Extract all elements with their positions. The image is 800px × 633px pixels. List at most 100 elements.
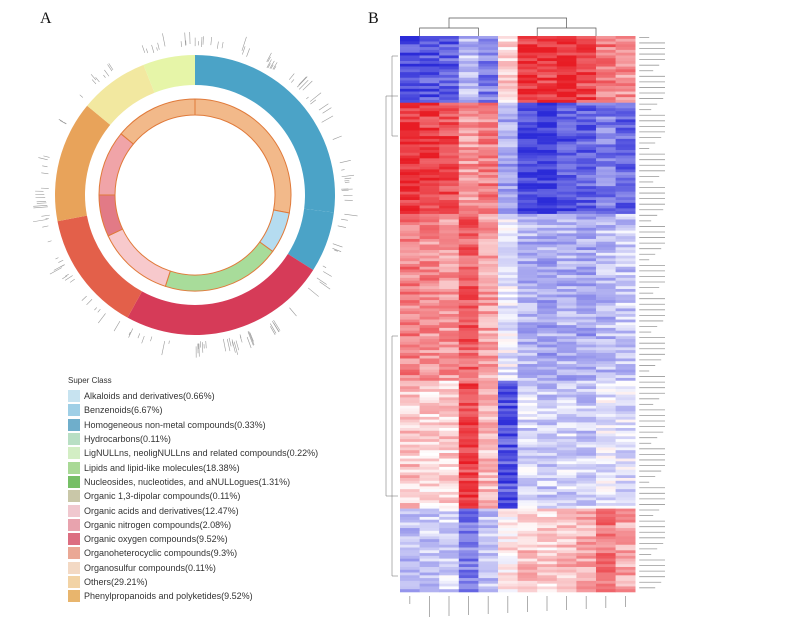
heatmap-cell	[439, 47, 460, 51]
heatmap-cell	[498, 166, 518, 170]
heatmap-cell	[517, 277, 538, 281]
outer-ring-segment	[195, 55, 335, 213]
heatmap-cell	[537, 580, 558, 584]
heatmap-cell	[419, 352, 440, 356]
heatmap-cell	[458, 327, 479, 331]
heatmap-cell	[439, 208, 460, 212]
heatmap-cell	[478, 277, 499, 281]
heatmap-cell	[458, 266, 479, 270]
heatmap-cell	[537, 302, 558, 306]
heatmap-cell	[517, 169, 538, 173]
heatmap-cell	[576, 322, 597, 326]
legend-item: Organosulfur compounds(0.11%)	[68, 561, 368, 575]
heatmap-cell	[498, 66, 518, 70]
heatmap-cell	[498, 55, 518, 59]
heatmap-cell	[419, 491, 440, 495]
heatmap-cell	[596, 144, 616, 148]
heatmap-cell	[439, 311, 460, 315]
heatmap-cell	[537, 364, 558, 368]
heatmap-cell	[576, 511, 597, 515]
heatmap-cell	[419, 97, 440, 101]
heatmap-cell	[537, 575, 558, 579]
heatmap-cell	[498, 503, 518, 507]
heatmap-cell	[615, 528, 636, 532]
heatmap-cell	[498, 136, 518, 140]
heatmap-cell	[478, 358, 499, 362]
heatmap-cell	[517, 97, 538, 101]
heatmap-cell	[537, 52, 558, 56]
legend-swatch	[68, 433, 80, 446]
heatmap-cell	[537, 566, 558, 571]
heatmap-cell	[498, 316, 518, 320]
heatmap-cell	[498, 230, 518, 234]
heatmap-cell	[478, 72, 499, 76]
heatmap-cell	[439, 219, 460, 223]
outer-tick-mark	[337, 225, 346, 228]
circular-ring-chart	[33, 31, 358, 358]
heatmap-cell	[596, 175, 616, 179]
heatmap-cell	[400, 394, 420, 398]
heatmap-cell	[498, 119, 518, 123]
heatmap-cell	[615, 250, 636, 254]
heatmap-cell	[498, 77, 518, 81]
heatmap-cell	[596, 83, 616, 87]
heatmap-cell	[478, 472, 499, 476]
heatmap-cell	[615, 405, 636, 409]
heatmap-cell	[458, 94, 479, 98]
heatmap-cell	[596, 200, 616, 204]
heatmap-cell	[419, 272, 440, 276]
heatmap-cell	[556, 275, 577, 279]
heatmap-cell	[537, 486, 558, 490]
outer-tick-mark	[108, 63, 114, 71]
heatmap-cell	[537, 141, 558, 145]
heatmap-cell	[458, 539, 479, 543]
heatmap-cell	[498, 216, 518, 220]
heatmap-cell	[400, 208, 420, 212]
heatmap-cell	[458, 102, 479, 106]
heatmap-cell	[419, 530, 440, 534]
heatmap-cell	[419, 475, 440, 479]
heatmap-cell	[596, 97, 616, 101]
heatmap-cell	[537, 494, 558, 498]
heatmap-cell	[478, 566, 499, 571]
outer-tick-mark	[91, 79, 97, 85]
heatmap-cell	[556, 444, 577, 448]
heatmap-cell	[478, 389, 499, 393]
heatmap-cell	[458, 172, 479, 176]
heatmap-cell	[458, 522, 479, 526]
heatmap-cell	[439, 105, 460, 109]
heatmap-cell	[478, 453, 499, 457]
heatmap-cell	[537, 55, 558, 59]
heatmap-cell	[458, 566, 479, 571]
heatmap-cell	[517, 238, 538, 243]
heatmap-cell	[498, 402, 518, 407]
heatmap-cell	[517, 102, 538, 106]
heatmap-cell	[615, 561, 636, 565]
heatmap-cell	[517, 408, 538, 412]
heatmap-cell	[537, 447, 558, 451]
heatmap-cell	[498, 47, 518, 51]
heatmap-cell	[400, 172, 420, 176]
heatmap-cell	[556, 480, 577, 484]
heatmap-cell	[478, 211, 499, 215]
heatmap-cell	[576, 514, 597, 518]
heatmap-cell	[517, 177, 538, 181]
heatmap-cell	[615, 436, 636, 440]
heatmap-cell	[498, 480, 518, 484]
inner-ring-segment	[164, 241, 274, 292]
heatmap-cell	[537, 372, 558, 376]
heatmap-cell	[400, 580, 420, 584]
heatmap-cell	[478, 38, 499, 42]
heatmap-cell	[458, 141, 479, 145]
heatmap-cell	[458, 519, 479, 523]
heatmap-cell	[556, 377, 577, 382]
outer-tick-mark	[271, 320, 280, 333]
heatmap-cell	[439, 169, 460, 173]
heatmap-cell	[400, 202, 420, 206]
outer-tick-mark	[184, 32, 186, 46]
heatmap-cell	[537, 147, 558, 151]
outer-tick-mark	[266, 59, 272, 68]
heatmap-cell	[458, 589, 479, 593]
heatmap-cell	[615, 188, 636, 192]
heatmap-cell	[439, 444, 460, 448]
